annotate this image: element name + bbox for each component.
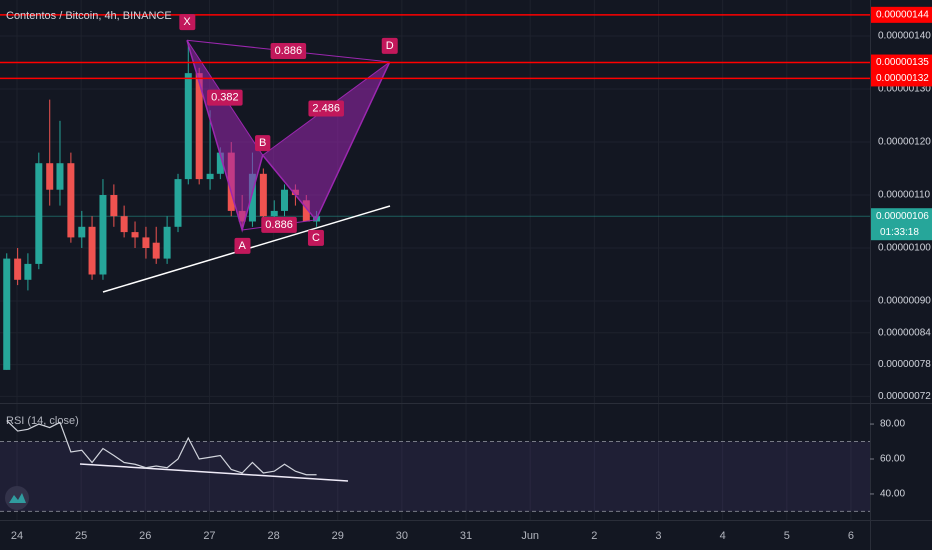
candle-body <box>131 232 139 238</box>
logo <box>5 486 29 510</box>
level-label: 0.00000144 <box>876 9 929 20</box>
pattern-point-label-box <box>381 37 398 54</box>
level-label: 0.00000132 <box>876 73 929 84</box>
pattern-ratio: 0.886 <box>265 219 293 231</box>
level-label-box <box>871 54 932 71</box>
candle-body <box>281 189 289 211</box>
candle-body <box>24 263 32 280</box>
y-tick-label: 80.00 <box>880 419 905 430</box>
x-tick-label: 26 <box>139 530 151 542</box>
countdown-label: 01:33:18 <box>880 227 919 238</box>
y-tick-label: 0.00000140 <box>878 31 931 42</box>
candle-body <box>216 152 224 174</box>
price-pane <box>0 14 870 370</box>
x-tick-label: Jun <box>521 530 539 542</box>
y-tick-label: 60.00 <box>880 454 905 465</box>
level-label: 0.00000135 <box>876 57 929 68</box>
x-tick-label: 4 <box>720 530 726 542</box>
last-price-box <box>871 208 932 241</box>
rsi-trend-line <box>79 463 349 482</box>
x-tick-label: 28 <box>267 530 279 542</box>
rsi-line <box>6 420 317 476</box>
pattern-point-label: X <box>183 16 191 28</box>
rsi-band <box>0 441 870 512</box>
level-label-box <box>871 6 932 23</box>
candle-body <box>110 195 118 217</box>
y-tick-label: 40.00 <box>880 489 905 500</box>
candle-body <box>67 163 75 238</box>
x-tick-label: 2 <box>591 530 597 542</box>
pattern-ratio-box <box>207 89 243 106</box>
pattern-ratio: 0.382 <box>211 92 239 104</box>
pattern-point-label: B <box>259 137 266 149</box>
x-tick-label: 27 <box>203 530 215 542</box>
candle-body <box>152 242 160 259</box>
candle-body <box>78 226 86 238</box>
x-tick-label: 29 <box>332 530 344 542</box>
candle-body <box>99 195 107 275</box>
pattern-point-label-box <box>307 229 324 246</box>
y-tick-label: 0.00000100 <box>878 243 931 254</box>
last-price-label: 0.00000106 <box>876 211 929 222</box>
candle-body <box>184 73 192 180</box>
candle-body <box>46 163 54 190</box>
pattern-ratio-box <box>261 216 297 233</box>
pattern-point-label: D <box>386 40 394 52</box>
y-tick-label: 0.00000078 <box>878 359 931 370</box>
candle-body <box>259 173 267 217</box>
candle-body <box>142 237 150 248</box>
candle-body <box>88 226 96 275</box>
candle-body <box>120 216 128 233</box>
candle-body <box>270 210 278 217</box>
pattern-fill <box>186 40 263 230</box>
y-tick-label: 0.00000120 <box>878 137 931 148</box>
y-tick-label: 0.00000110 <box>878 190 931 201</box>
pattern-point-label-box <box>234 237 251 254</box>
pattern-ratio-box <box>270 43 307 60</box>
x-tick-label: 24 <box>11 530 23 542</box>
y-tick-label: 0.00000130 <box>878 84 931 95</box>
candle-body <box>35 163 43 264</box>
y-tick-label: 0.00000072 <box>878 391 931 402</box>
candle-body <box>195 73 203 180</box>
y-tick-label: 0.00000090 <box>878 296 931 307</box>
candle-body <box>56 163 64 190</box>
x-tick-label: 6 <box>848 530 854 542</box>
grid <box>0 0 870 520</box>
pattern-point-label-box <box>255 135 271 152</box>
x-tick-label: 25 <box>75 530 87 542</box>
candle-body <box>3 258 11 370</box>
x-tick-label: 5 <box>784 530 790 542</box>
pattern-point-label: C <box>312 232 320 244</box>
pattern-fill <box>262 62 390 220</box>
chart-title: Contentos / Bitcoin, 4h, BINANCE <box>6 10 172 22</box>
pattern-point-label: A <box>238 240 246 252</box>
candle-body <box>248 173 256 222</box>
candle-body <box>14 258 22 280</box>
pattern-point-label-box <box>179 14 196 31</box>
x-tick-label: 30 <box>396 530 408 542</box>
candle-body <box>174 179 182 227</box>
candle-body <box>302 200 310 222</box>
candle-body <box>206 173 214 180</box>
pattern-ratio: 0.886 <box>275 45 303 57</box>
candle-body <box>163 226 171 259</box>
pattern-ratio-box <box>308 100 344 117</box>
y-tick-label: 0.00000084 <box>878 327 931 338</box>
x-tick-label: 3 <box>655 530 661 542</box>
level-label-box <box>871 70 932 87</box>
pattern-ratio: 2.486 <box>312 103 340 115</box>
x-tick-label: 31 <box>460 530 472 542</box>
